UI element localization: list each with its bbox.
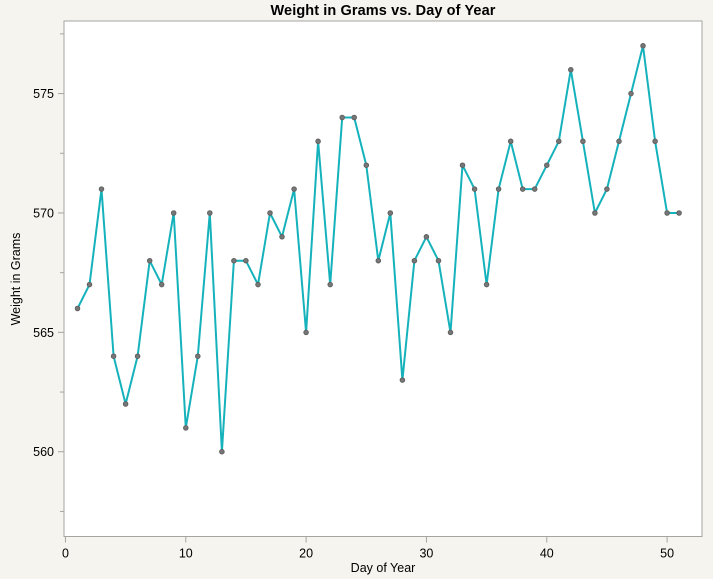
data-point[interactable] xyxy=(122,401,129,407)
data-point[interactable] xyxy=(183,425,189,431)
data-point[interactable] xyxy=(544,162,550,168)
data-point[interactable] xyxy=(363,162,370,168)
x-tick-label: 0 xyxy=(62,547,69,561)
y-axis-label: Weight in Grams xyxy=(9,232,23,326)
data-point[interactable] xyxy=(243,257,249,264)
y-tick-label: 560 xyxy=(33,445,54,459)
data-point[interactable] xyxy=(676,210,682,216)
data-point[interactable] xyxy=(604,186,610,192)
data-point[interactable] xyxy=(207,210,213,216)
data-point[interactable] xyxy=(267,210,273,216)
data-point[interactable] xyxy=(291,186,297,192)
x-tick-label: 10 xyxy=(179,547,193,561)
data-point[interactable] xyxy=(423,234,430,240)
data-point[interactable] xyxy=(279,234,285,240)
data-point[interactable] xyxy=(435,257,442,264)
data-point[interactable] xyxy=(375,257,382,264)
x-tick-label: 30 xyxy=(419,547,433,561)
data-point[interactable] xyxy=(531,186,538,192)
data-point[interactable] xyxy=(568,66,574,73)
data-point[interactable] xyxy=(327,281,333,288)
y-tick-label: 565 xyxy=(33,326,54,340)
x-tick-label: 20 xyxy=(299,547,313,561)
data-point[interactable] xyxy=(86,281,93,288)
data-point[interactable] xyxy=(303,329,309,336)
data-point[interactable] xyxy=(399,377,406,383)
data-point[interactable] xyxy=(170,210,177,216)
data-point[interactable] xyxy=(519,186,526,192)
chart-title: Weight in Grams vs. Day of Year xyxy=(270,3,496,19)
data-point[interactable] xyxy=(158,281,165,288)
data-point[interactable] xyxy=(339,114,345,121)
x-axis-label: Day of Year xyxy=(350,561,416,575)
data-point[interactable] xyxy=(110,353,117,359)
data-point[interactable] xyxy=(459,162,466,168)
data-point[interactable] xyxy=(580,138,586,145)
data-point[interactable] xyxy=(556,138,562,145)
data-point[interactable] xyxy=(134,353,141,359)
data-point[interactable] xyxy=(471,186,478,192)
data-point[interactable] xyxy=(74,305,81,312)
data-point[interactable] xyxy=(628,90,634,97)
y-tick-label: 570 xyxy=(33,206,54,220)
data-point[interactable] xyxy=(255,281,261,288)
x-tick-label: 50 xyxy=(660,547,674,561)
data-point[interactable] xyxy=(351,114,357,121)
x-tick-label: 40 xyxy=(540,547,554,561)
data-point[interactable] xyxy=(483,281,490,288)
data-point[interactable] xyxy=(315,138,321,145)
data-point[interactable] xyxy=(495,186,502,192)
data-point[interactable] xyxy=(640,43,646,49)
data-point[interactable] xyxy=(652,138,658,145)
data-point[interactable] xyxy=(219,448,225,455)
data-point[interactable] xyxy=(447,329,454,336)
data-point[interactable] xyxy=(195,353,201,359)
data-point[interactable] xyxy=(664,210,670,216)
data-point[interactable] xyxy=(592,210,598,216)
y-tick-label: 575 xyxy=(33,87,54,101)
data-point[interactable] xyxy=(98,186,105,192)
data-point[interactable] xyxy=(146,257,153,264)
data-point[interactable] xyxy=(507,138,514,145)
data-point[interactable] xyxy=(387,210,394,216)
data-point[interactable] xyxy=(411,257,418,264)
plot-frame xyxy=(63,20,703,537)
data-point[interactable] xyxy=(616,138,622,145)
data-point[interactable] xyxy=(231,257,237,264)
